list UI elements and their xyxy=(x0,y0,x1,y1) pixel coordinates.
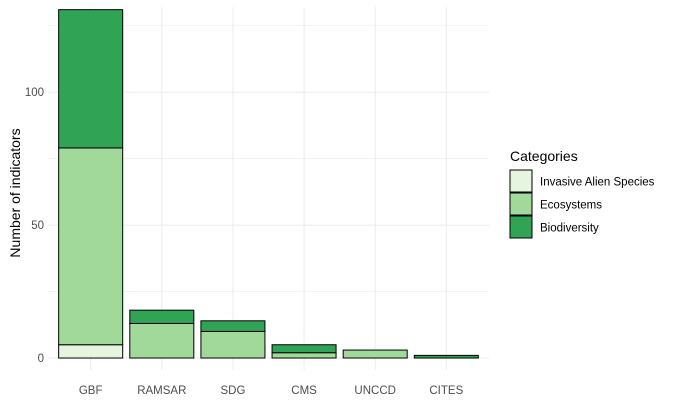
y-tick-labels: 0 50 100 xyxy=(25,87,44,365)
legend-key xyxy=(509,169,533,193)
bar-segment xyxy=(58,344,124,359)
bar-segment xyxy=(129,309,195,324)
x-tick-label: CITES xyxy=(429,385,463,397)
bar-segment xyxy=(342,349,408,359)
x-tick-label: RAMSAR xyxy=(137,385,186,397)
bar-segment xyxy=(271,352,337,359)
x-tick-label: GBF xyxy=(79,385,103,397)
y-axis-title: Number of indicators xyxy=(7,128,23,257)
bars-layer xyxy=(58,9,479,359)
x-tick-label: UNCCD xyxy=(354,385,396,397)
y-tick-label: 50 xyxy=(31,220,44,232)
bar-segment xyxy=(58,9,124,149)
legend-key xyxy=(509,215,533,239)
bar-segment xyxy=(129,322,195,359)
y-tick-label: 100 xyxy=(25,87,44,99)
x-tick-label: CMS xyxy=(291,385,317,397)
legend-items: Invasive Alien Species Ecosystems Biodiver… xyxy=(509,169,655,239)
bar-segment xyxy=(271,344,337,354)
legend-title: Categories xyxy=(510,148,578,164)
bar-segment xyxy=(58,147,124,346)
legend: Categories Invasive Alien Species Ecosyst… xyxy=(509,148,655,239)
bar-segment xyxy=(200,320,266,332)
y-tick-label: 0 xyxy=(38,353,44,365)
bar-segment xyxy=(413,354,479,359)
legend-label: Biodiversity xyxy=(540,223,599,235)
legend-key xyxy=(509,192,533,216)
x-tick-label: SDG xyxy=(220,385,245,397)
legend-label: Invasive Alien Species xyxy=(540,177,655,189)
x-tick-labels: GBF RAMSAR SDG CMS UNCCD CITES xyxy=(79,385,464,397)
legend-label: Ecosystems xyxy=(540,200,602,212)
bar-segment xyxy=(200,330,266,359)
